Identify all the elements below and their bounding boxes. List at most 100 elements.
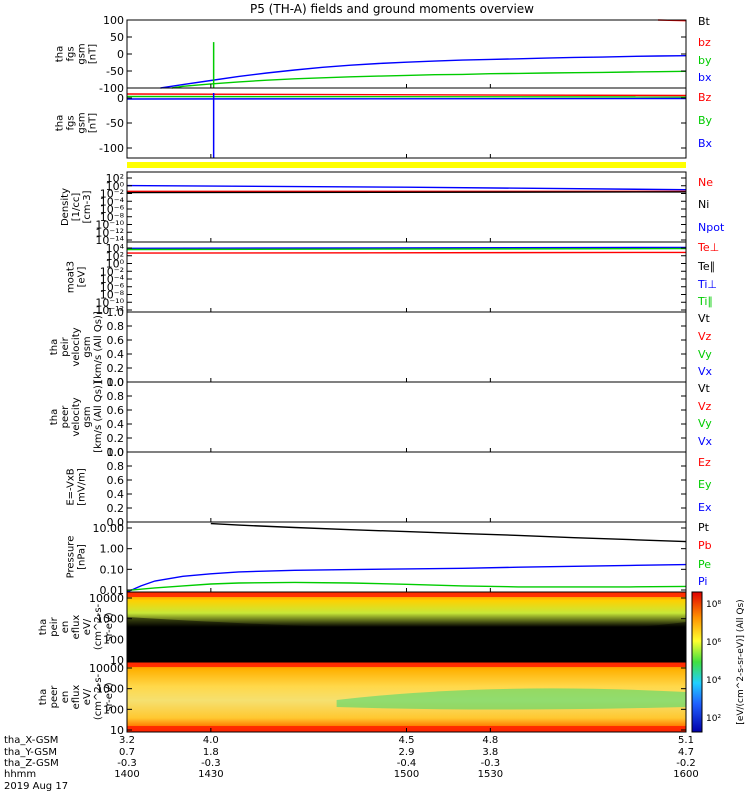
y-label-line: tha (49, 339, 60, 355)
legend-Vx: Vx (698, 435, 713, 448)
figure-title: P5 (TH-A) fields and ground moments over… (250, 2, 534, 16)
y-tick-label: 10⁻¹⁰ (95, 296, 124, 309)
y-label-line: peir (49, 616, 60, 636)
legend-Ti∥: Ti∥ (697, 295, 713, 308)
x-axis-value: 5.1 (678, 735, 694, 746)
legend-Vy: Vy (698, 417, 712, 430)
legend-Ez: Ez (698, 456, 711, 469)
legend-Ne: Ne (698, 176, 713, 189)
y-tick-label: 10⁻⁸ (100, 211, 125, 224)
colorbar-label-text: [eV/(cm^2-s-sr-eV)] (All Qs) (736, 599, 746, 724)
y-tick-label: 10² (106, 250, 124, 263)
y-label-line: velocity (71, 397, 82, 436)
x-axis-value: 1430 (198, 769, 223, 780)
y-axis-label: tha fgs gsm [nT] (55, 112, 99, 133)
x-axis-row-label: tha_Z-GSM (4, 758, 59, 769)
colorbar-tick: 10⁸ (706, 600, 721, 610)
y-tick-label: 10⁻⁶ (100, 281, 125, 294)
y-tick-label: 0.4 (107, 488, 125, 501)
y-label-line: tha (49, 409, 60, 425)
y-tick-label: 10⁻⁴ (100, 273, 125, 286)
x-axis-value: 1400 (114, 769, 139, 780)
series-Pi (126, 563, 687, 593)
legend-by: by (698, 54, 712, 67)
y-label-line: fgs (66, 46, 77, 61)
x-axis-value: 1530 (478, 769, 503, 780)
y-label-line: tha (38, 619, 49, 635)
y-tick-label: 0.2 (107, 432, 125, 445)
y-label-line: [nT] (88, 44, 99, 64)
y-tick-label: 10⁰ (106, 258, 125, 271)
y-label-line: [mV/m] (77, 468, 88, 506)
y-label-line: velocity (71, 327, 82, 366)
y-tick-label: 1000 (96, 613, 124, 626)
y-axis-label: tha peir velocity gsm [km/s (All Qs)] (49, 311, 104, 383)
y-tick-label: 10⁻² (100, 265, 124, 278)
y-tick-label: 100 (103, 703, 124, 716)
legend-Vz: Vz (698, 400, 712, 413)
x-axis-value: 4.7 (678, 747, 694, 758)
y-tick-label: 100 (103, 14, 124, 27)
y-label-line: moat3 (66, 261, 77, 293)
series-Pt (210, 522, 687, 543)
legend-Ex: Ex (698, 501, 712, 514)
y-label-line: [eV] (77, 267, 88, 288)
y-tick-label: 10 (110, 724, 124, 737)
x-axis-value: 3.8 (482, 747, 498, 758)
y-tick-label: 0.0 (107, 376, 125, 389)
legend-Bz: Bz (698, 91, 712, 104)
panel-pressure: 10.00 1.00 0.10 0.01 Pressure [nPa] Pt Pb Pe Pi (66, 521, 712, 597)
series-Pe (126, 581, 687, 592)
y-label-line: [cm-3] (82, 190, 93, 223)
y-axis-label: tha peer en eflux eV/(cm^2-s-sr-eV) (38, 673, 115, 720)
x-axis-value: 4.0 (203, 735, 219, 746)
y-tick-label: 100 (103, 633, 124, 646)
y-label-line: E=-VxB (66, 468, 77, 505)
y-label-line: Density (60, 188, 71, 226)
y-label-line: peer (49, 685, 60, 709)
y-label-line: peer (60, 405, 71, 429)
x-axis-row-label: 2019 Aug 17 (4, 781, 68, 792)
y-tick-label: 10⁻¹² (95, 226, 124, 239)
series-Npot (126, 184, 687, 191)
y-label-line: gsm (82, 336, 93, 357)
y-label-line: [1/cc] (71, 193, 82, 222)
y-tick-label: 10000 (89, 662, 124, 675)
y-label-line: sr-eV) (104, 682, 115, 711)
legend-Pb: Pb (698, 539, 712, 552)
y-tick-label: 0.6 (107, 404, 125, 417)
y-tick-label: 50 (110, 31, 124, 44)
panel-peir-spectrogram: 10000 1000 100 10 tha peir en eflux eV/(cm^2-s-s… (38, 591, 687, 667)
legend-Vx: Vx (698, 365, 713, 378)
series-bx (160, 55, 687, 89)
panel-frame (126, 311, 687, 383)
y-label-line: (cm^2-s- (93, 673, 104, 720)
x-axis-row-label: hhmm (4, 769, 36, 780)
panel-frame (126, 19, 687, 89)
y-tick-label: 10⁻⁴ (100, 195, 125, 208)
y-label-line: eV/ (82, 688, 93, 705)
y-label-line: [km/s (All Qs)] (93, 311, 104, 383)
y-tick-label: 1.0 (107, 446, 125, 459)
series-Bx (126, 97, 687, 100)
legend-Ti⊥: Ti⊥ (697, 278, 717, 291)
legend-Vt: Vt (698, 312, 711, 325)
data-quality-bar (127, 162, 686, 168)
colorbar: 10⁸ 10⁶ 10⁴ 10² [eV/(cm^2-s-sr-eV)] (All Qs) (691, 591, 746, 733)
y-tick-label: 10² (106, 172, 124, 185)
x-axis-value: 4.5 (399, 735, 415, 746)
x-axis-value: 4.8 (482, 735, 498, 746)
panel-density: 10²10⁰10⁻²10⁻⁴10⁻⁶10⁻⁸10⁻¹⁰10⁻¹²10⁻¹⁴Den… (60, 171, 725, 247)
y-label-line: [km/s (All Qs)] (93, 381, 104, 453)
legend-Te∥: Te∥ (697, 260, 715, 273)
series-Bz (126, 93, 687, 97)
x-axis-row-label: tha_Y-GSM (4, 747, 57, 758)
colorbar-tick: 10⁶ (706, 638, 721, 648)
colorbar-scale (691, 591, 703, 733)
y-tick-label: 10⁻⁶ (100, 203, 125, 216)
